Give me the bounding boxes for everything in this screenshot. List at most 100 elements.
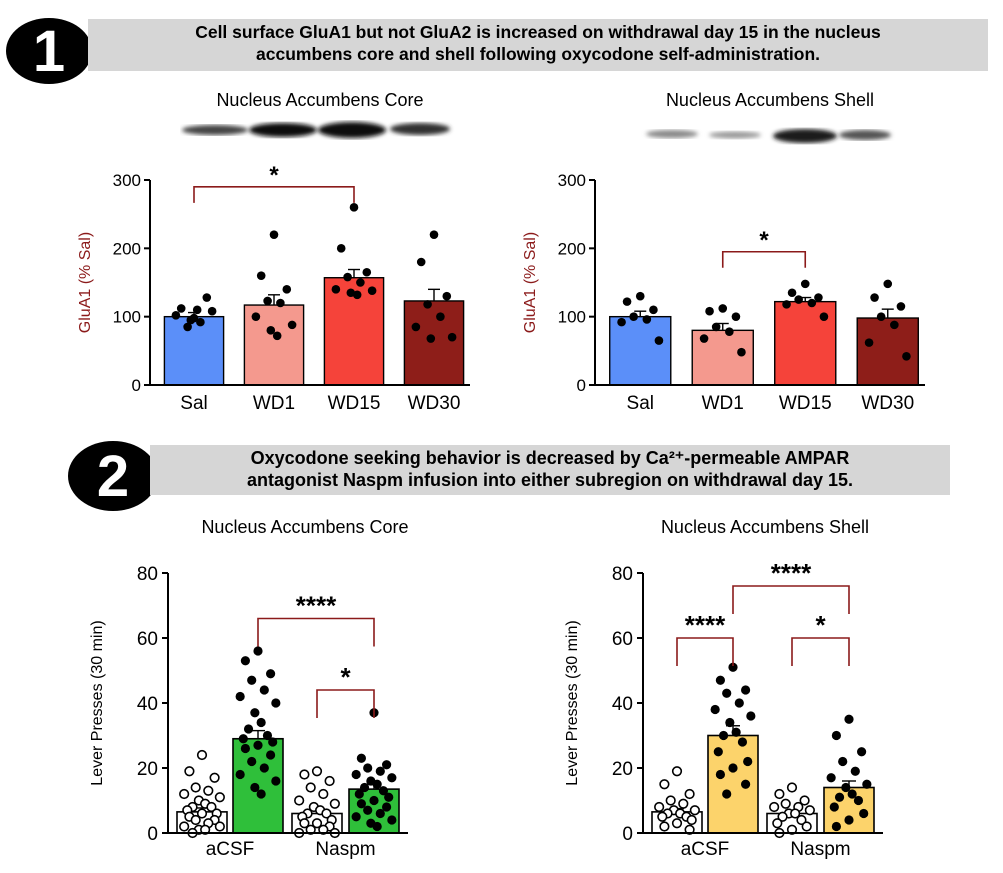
y-tick-label: 40 bbox=[612, 694, 633, 715]
x-tick-label: WD1 bbox=[702, 393, 744, 414]
data-point bbox=[831, 821, 841, 832]
data-point bbox=[272, 331, 282, 341]
data-point bbox=[782, 300, 791, 309]
chart-shell-lever-presses: 0 20 40 60 80 Lever Presses (30 min) aCSF Naspm… bbox=[564, 558, 883, 860]
data-point bbox=[240, 656, 250, 666]
data-point bbox=[299, 769, 310, 780]
data-point bbox=[196, 808, 208, 819]
data-point bbox=[689, 805, 700, 816]
data-point bbox=[741, 685, 751, 695]
data-point bbox=[678, 798, 689, 809]
significance-bracket-1 bbox=[732, 585, 850, 614]
data-point bbox=[331, 285, 341, 294]
data-point bbox=[251, 312, 261, 321]
data-point bbox=[411, 322, 421, 332]
data-point bbox=[725, 327, 734, 336]
data-point bbox=[382, 760, 392, 770]
y-tick-label: 0 bbox=[147, 824, 158, 845]
data-point bbox=[777, 811, 788, 822]
data-point bbox=[311, 818, 323, 829]
data-point bbox=[722, 789, 732, 799]
data-point bbox=[214, 792, 225, 803]
y-tick-label: 40 bbox=[137, 694, 158, 715]
significance-bracket-0 bbox=[193, 186, 355, 203]
western-blot-core bbox=[180, 114, 455, 144]
data-point bbox=[186, 315, 196, 325]
data-point bbox=[737, 347, 746, 357]
data-point bbox=[847, 789, 857, 799]
data-point bbox=[629, 312, 638, 321]
data-point bbox=[831, 730, 841, 741]
data-point bbox=[841, 782, 851, 793]
data-point bbox=[356, 799, 366, 809]
y-tick-label: 200 bbox=[558, 239, 586, 258]
x-tick-label: WD30 bbox=[861, 393, 914, 414]
chart-shell-glua1: 0 100 200 300 GluA1 (% Sal) Sal WD1 WD15 WD30 * bbox=[522, 171, 925, 414]
section-1-title-line1: Cell surface GluA1 but not GluA2 is incr… bbox=[195, 22, 881, 42]
section-2-title-line2: antagonist Naspm infusion into either su… bbox=[246, 470, 854, 490]
data-point bbox=[271, 776, 281, 786]
y-tick-label: 20 bbox=[612, 759, 633, 780]
y-tick-label: 20 bbox=[137, 759, 158, 780]
significance-bracket-1 bbox=[316, 689, 375, 718]
data-point bbox=[354, 789, 364, 799]
data-point bbox=[635, 291, 645, 301]
data-point bbox=[699, 334, 709, 343]
data-point bbox=[352, 290, 362, 300]
data-point bbox=[259, 685, 269, 695]
y-axis-label: GluA1 (% Sal) bbox=[77, 232, 94, 333]
data-point bbox=[269, 230, 279, 239]
x-tick-label: Sal bbox=[180, 393, 207, 414]
data-point bbox=[235, 691, 245, 702]
data-point bbox=[362, 267, 372, 277]
data-point bbox=[890, 320, 899, 330]
panel-title-shell-bottom: Nucleus Accumbens Shell bbox=[660, 517, 870, 537]
data-point bbox=[790, 808, 801, 819]
data-point bbox=[321, 808, 332, 819]
data-point bbox=[294, 795, 305, 806]
data-point bbox=[378, 786, 389, 796]
data-point bbox=[447, 332, 457, 342]
data-point bbox=[649, 305, 658, 315]
data-point bbox=[705, 306, 714, 316]
section-1-badge: 1 bbox=[6, 18, 92, 84]
section-1-title: Cell surface GluA1 but not GluA2 is incr… bbox=[88, 19, 988, 71]
data-point bbox=[787, 288, 797, 298]
data-point bbox=[671, 818, 683, 829]
data-point bbox=[870, 293, 879, 302]
data-point bbox=[442, 291, 452, 301]
data-point bbox=[715, 675, 725, 685]
data-point bbox=[654, 801, 665, 813]
significance-label-0: * bbox=[759, 227, 769, 254]
data-point bbox=[171, 311, 181, 320]
data-point bbox=[659, 821, 670, 832]
data-point bbox=[247, 756, 257, 767]
data-point bbox=[786, 782, 798, 793]
panel-title-shell-top: Nucleus Accumbens Shell bbox=[665, 90, 875, 110]
data-point bbox=[369, 795, 379, 806]
panel-title-core-bottom: Nucleus Accumbens Core bbox=[201, 517, 409, 537]
data-point bbox=[192, 305, 202, 315]
data-point bbox=[786, 824, 798, 835]
y-axis-label: GluA1 (% Sal) bbox=[522, 232, 539, 333]
data-point bbox=[780, 798, 791, 809]
data-point bbox=[372, 779, 382, 789]
data-point bbox=[850, 766, 860, 776]
data-point bbox=[203, 785, 214, 796]
significance-label-1: * bbox=[340, 662, 351, 692]
data-point bbox=[359, 782, 370, 793]
data-point bbox=[250, 782, 260, 793]
x-tick-label: Sal bbox=[627, 393, 654, 414]
y-tick-label: 60 bbox=[137, 629, 158, 650]
data-point bbox=[743, 756, 753, 767]
data-point bbox=[857, 747, 867, 757]
data-point bbox=[715, 769, 725, 780]
data-point bbox=[722, 688, 732, 698]
bar-sal bbox=[609, 315, 672, 386]
data-point bbox=[800, 279, 810, 289]
significance-label-2: * bbox=[815, 610, 826, 640]
data-point bbox=[256, 789, 266, 799]
y-axis-label: Lever Presses (30 min) bbox=[89, 620, 106, 785]
data-point bbox=[426, 334, 436, 343]
data-point bbox=[654, 336, 664, 345]
